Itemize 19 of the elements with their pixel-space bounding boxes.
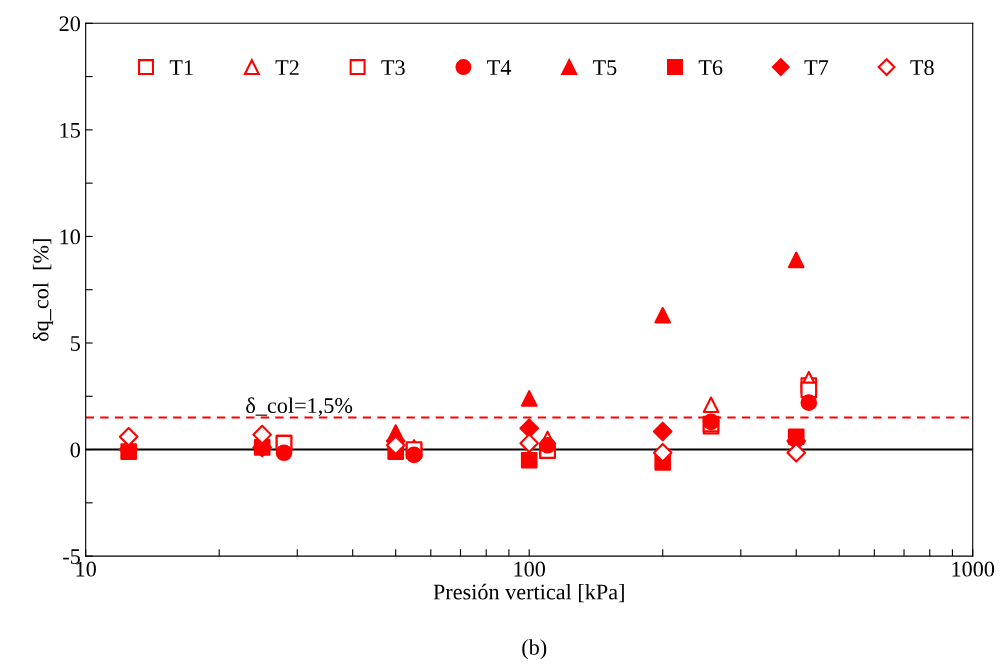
y-tick-label: 15 <box>60 122 80 138</box>
legend-label: T3 <box>381 60 405 76</box>
y-tick-label: 5 <box>71 336 80 351</box>
x-tick-label: 100 <box>514 561 546 577</box>
x-axis-title: Presión vertical [kPa] <box>433 583 624 603</box>
y-tick-label: 0 <box>70 442 80 458</box>
legend-label: T4 <box>487 60 512 75</box>
y-tick-label: 20 <box>59 16 80 32</box>
ref-line-label: δ_col=1,5% <box>246 397 353 417</box>
text: (b) <box>522 639 547 660</box>
y-tick-label: 10 <box>60 229 80 245</box>
x-tick-label: 1000 <box>952 561 995 577</box>
legend-label: T5 <box>592 60 617 76</box>
legend-label: T2 <box>275 60 299 75</box>
legend-label: T8 <box>910 60 934 76</box>
legend-label: T7 <box>804 60 829 75</box>
y-axis-title: δq_col [%] <box>32 239 54 342</box>
legend-label: T1 <box>169 60 193 75</box>
legend-label: T6 <box>698 60 723 76</box>
